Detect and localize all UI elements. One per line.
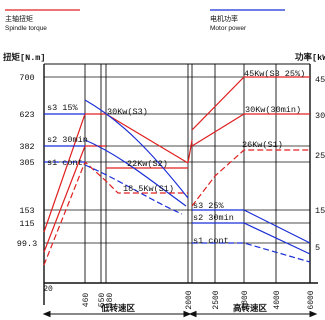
right-axis-label: 功率[kW] <box>295 52 325 63</box>
label-18-5kw-s1: 18.5Kw(S1) <box>123 184 174 194</box>
ytick-305: 305 <box>19 158 34 168</box>
label-22kw-s2: 22Kw(S2) <box>127 159 168 169</box>
power-s1-low <box>84 164 183 215</box>
xtick-2800: 2800 <box>241 290 250 309</box>
legend-motor-en: Motor power <box>210 25 247 32</box>
zone-low-label: 低转速区 <box>100 303 136 313</box>
legend-spindle-zh: 主轴扭矩 <box>5 14 33 23</box>
v-gridlines <box>84 64 277 283</box>
power-30kw <box>191 113 310 147</box>
torque-s3-high <box>192 209 311 244</box>
torque-s3-low <box>43 113 189 233</box>
zone-high-label: 高转速区 <box>233 303 268 313</box>
label-30kw-s3: 30Kw(S3) <box>107 107 148 117</box>
label-s1-cont-low: s1 cont <box>47 158 83 168</box>
ytick-115: 115 <box>19 219 34 229</box>
power-s3-low <box>84 99 189 199</box>
label-s2-30min-low: s2 30min <box>47 135 88 145</box>
power-s2-low <box>84 139 187 207</box>
x-tick-labels: 20 460 550 580 2000 2500 2800 4000 6000 <box>43 285 316 310</box>
xtick-6000: 6000 <box>307 290 316 309</box>
xtick-4000: 4000 <box>273 290 282 309</box>
zone-arrows <box>42 310 318 318</box>
xtick-2000: 2000 <box>185 290 194 309</box>
legend-spindle-en: Spindle torque <box>5 25 47 32</box>
xtick-580: 580 <box>106 293 115 308</box>
y2tick-5: 5 <box>315 243 320 253</box>
left-tick-labels: 700 623 382 305 153 115 99.3 <box>17 73 37 249</box>
xtick-460: 460 <box>82 293 91 308</box>
power-26kw <box>191 149 310 207</box>
h-gridlines <box>44 76 310 244</box>
power-transition <box>187 139 193 164</box>
torque-s1-low <box>43 160 188 266</box>
ytick-99-3: 99.3 <box>17 239 37 249</box>
left-axis-label: 扭矩[N.m] <box>3 52 46 63</box>
y2tick-25: 25 <box>315 151 325 161</box>
y2tick-45: 45 <box>315 75 325 85</box>
label-s1-cont-high: s1 cont <box>193 236 229 246</box>
xtick-550: 550 <box>98 293 107 308</box>
y2tick-15: 15 <box>315 206 325 216</box>
ytick-700: 700 <box>19 73 34 83</box>
label-30kw-30min: 30Kw(30min) <box>245 105 301 115</box>
label-45kw-s3: 45Kw(S3 25%) <box>244 69 305 79</box>
ytick-623: 623 <box>19 110 34 120</box>
legend-motor-zh: 电机功率 <box>210 14 238 23</box>
y2tick-30: 30 <box>315 111 325 121</box>
xtick-20: 20 <box>43 285 53 294</box>
torque-s2-high <box>192 222 311 255</box>
xtick-2500: 2500 <box>212 290 221 309</box>
label-s3-25: s3 25% <box>193 201 225 211</box>
chart-annotations: s3 15% s2 30min s1 cont 30Kw(S3) 22Kw(S2… <box>47 69 305 246</box>
ytick-153: 153 <box>19 206 34 216</box>
ytick-382: 382 <box>19 142 34 152</box>
right-tick-labels: 45 30 25 15 5 <box>315 75 325 253</box>
label-s2-30min-high: s2 30min <box>193 213 234 223</box>
power-45kw <box>191 76 310 131</box>
label-s3-15: s3 15% <box>47 103 79 113</box>
label-26kw-s1: 26Kw(S1) <box>242 140 283 150</box>
